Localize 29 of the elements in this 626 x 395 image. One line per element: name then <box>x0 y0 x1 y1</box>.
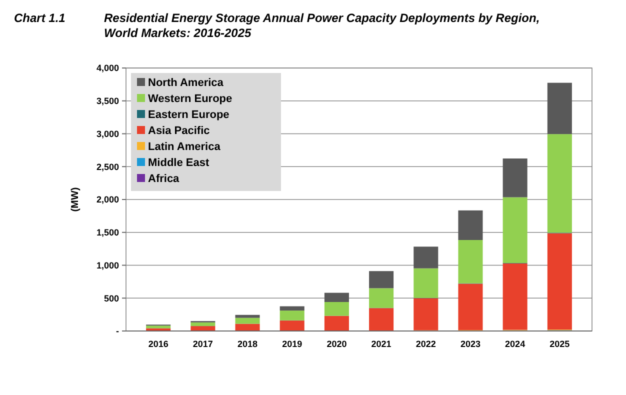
x-tick-label: 2019 <box>282 339 302 349</box>
y-tick-label: 500 <box>104 293 119 304</box>
y-tick-label: 2,500 <box>96 162 119 172</box>
legend-label: Eastern Europe <box>148 109 230 121</box>
y-tick-label: - <box>116 326 119 336</box>
x-tick-label: 2022 <box>416 339 436 349</box>
x-tick-label: 2025 <box>550 339 570 349</box>
chart-title: Residential Energy Storage Annual Power Capacity Deployments by Region, World Markets: 2016-2025 <box>104 11 540 40</box>
legend-label: Asia Pacific <box>148 125 210 137</box>
y-tick-label: 2,000 <box>96 194 119 205</box>
legend-label: Middle East <box>148 157 210 169</box>
x-tick-label: 2024 <box>505 339 526 349</box>
y-tick-label: 1,500 <box>96 228 119 238</box>
y-axis-title: (MW) <box>70 187 81 212</box>
y-tick-label: 3,500 <box>96 96 119 106</box>
y-tick-label: 1,000 <box>96 260 119 270</box>
y-tick-label: 3,000 <box>96 128 119 139</box>
x-tick-label: 2016 <box>148 339 168 349</box>
x-tick-label: 2018 <box>238 339 258 349</box>
legend-label: North America <box>148 77 224 89</box>
caption: Chart 1.1 <box>14 11 66 25</box>
x-tick-label: 2023 <box>460 339 480 349</box>
legend-label: Western Europe <box>148 93 232 105</box>
x-tick-label: 2017 <box>192 339 213 349</box>
legend-label: Latin America <box>148 141 222 153</box>
x-tick-label: 2021 <box>371 339 392 349</box>
legend-label: Africa <box>148 173 180 185</box>
x-tick-label: 2020 <box>326 339 347 349</box>
y-tick-label: 4,000 <box>96 63 119 74</box>
